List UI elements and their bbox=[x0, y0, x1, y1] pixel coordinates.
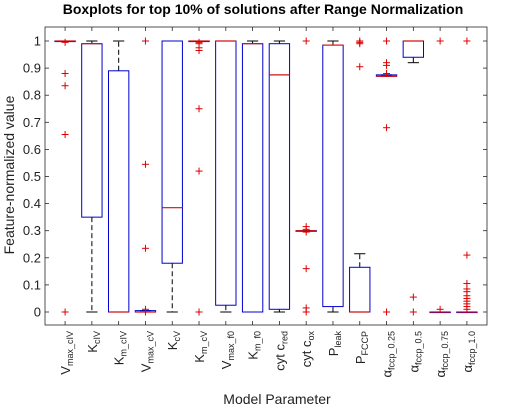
y-tick-label: 0 bbox=[34, 305, 41, 320]
category-label: Km_cIV bbox=[112, 331, 129, 365]
y-tick-label: 0.5 bbox=[23, 169, 41, 184]
category-label: Pleak bbox=[326, 331, 343, 357]
category-label-main: V bbox=[58, 366, 73, 375]
category-label: KcV bbox=[165, 331, 182, 350]
x-axis-label: Model Parameter bbox=[223, 391, 331, 406]
category-label: αfccp_0.25 bbox=[380, 331, 397, 378]
category-label-main: P bbox=[353, 356, 368, 365]
plot-area: 0 0.1 0.2 0.3 0.4 0.5 0.6 0.7 0.8 0.9 1 Vmax_cIV KcI… bbox=[23, 26, 488, 378]
y-tick-label: 0.3 bbox=[23, 223, 41, 238]
category-label-subscript: m_cV bbox=[199, 331, 209, 354]
category-label-main: α bbox=[380, 370, 395, 378]
plot-frame bbox=[44, 26, 488, 326]
category-label: KcIV bbox=[85, 331, 102, 353]
category-label-subscript: fccp_1.0 bbox=[467, 331, 477, 365]
category-label: cyt cox bbox=[299, 331, 316, 368]
y-tick-label: 0.6 bbox=[23, 142, 41, 157]
box bbox=[268, 43, 291, 310]
category-label-main: V bbox=[219, 360, 234, 369]
box bbox=[161, 40, 183, 264]
category-label-subscript: max_cV bbox=[145, 331, 155, 364]
category-label: αfccp_1.0 bbox=[460, 331, 477, 373]
category-label-subscript: ox bbox=[306, 331, 316, 341]
y-tick-label: 0.9 bbox=[23, 61, 41, 76]
chart-title: Boxplots for top 10% of solutions after … bbox=[63, 1, 464, 17]
category-label-subscript: m_cIV bbox=[119, 331, 129, 357]
category-label-main: V bbox=[138, 363, 153, 372]
category-label: Vmax_f0 bbox=[219, 331, 236, 369]
category-label-subscript: max_cIV bbox=[65, 331, 75, 366]
y-tick-label: 0.1 bbox=[23, 277, 41, 292]
category-label-main: K bbox=[112, 356, 127, 365]
category-label: PFCCP bbox=[353, 331, 370, 364]
category-label-subscript: leak bbox=[333, 331, 343, 348]
category-label-subscript: m_f0 bbox=[253, 331, 263, 351]
category-label-subscript: max_f0 bbox=[226, 331, 236, 361]
y-tick-label: 1 bbox=[34, 34, 41, 49]
category-label-subscript: cIV bbox=[92, 331, 102, 344]
category-label-subscript: fccp_0.75 bbox=[440, 331, 450, 370]
category-label-subscript: fccp_0.25 bbox=[387, 331, 397, 370]
y-tick-label: 0.2 bbox=[23, 250, 41, 265]
category-label-main: α bbox=[433, 370, 448, 378]
category-label: Km_cV bbox=[192, 331, 209, 363]
category-label: αfccp_0.5 bbox=[406, 331, 423, 373]
category-label: cyt cred bbox=[272, 331, 289, 371]
category-label-subscript: fccp_0.5 bbox=[413, 331, 423, 365]
category-label: Km_f0 bbox=[246, 331, 263, 360]
category-label-subscript: red bbox=[279, 331, 289, 344]
category-label-main: P bbox=[326, 348, 341, 357]
category-label-main: K bbox=[165, 341, 180, 350]
category-label-main: cyt c bbox=[299, 340, 314, 367]
category-label-main: K bbox=[192, 354, 207, 363]
category-label-main: K bbox=[246, 351, 261, 360]
category-label: Vmax_cIV bbox=[58, 331, 75, 375]
category-label-main: α bbox=[406, 365, 421, 373]
category-label-main: α bbox=[460, 365, 475, 373]
category-label-subscript: FCCP bbox=[360, 331, 370, 356]
y-tick-label: 0.7 bbox=[23, 115, 41, 130]
category-label-main: K bbox=[85, 344, 100, 353]
category-label: αfccp_0.75 bbox=[433, 331, 450, 378]
y-axis-label: Feature-normalized value bbox=[1, 95, 17, 254]
y-tick-label: 0.4 bbox=[23, 196, 41, 211]
category-label: Vmax_cV bbox=[138, 331, 155, 372]
category-label-subscript: cV bbox=[172, 331, 182, 342]
y-tick-label: 0.8 bbox=[23, 88, 41, 103]
category-label-main: cyt c bbox=[272, 344, 287, 371]
